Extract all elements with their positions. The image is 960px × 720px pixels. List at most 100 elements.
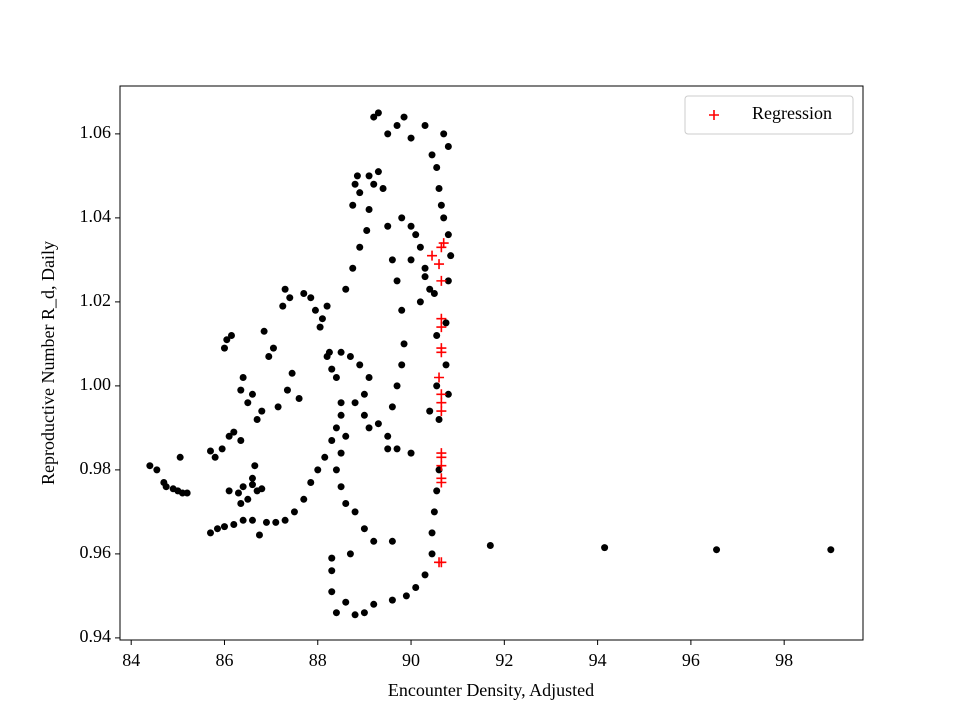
point xyxy=(332,424,340,432)
point xyxy=(248,516,256,524)
point xyxy=(436,275,447,286)
point xyxy=(318,315,326,323)
point xyxy=(253,415,261,423)
point xyxy=(400,340,408,348)
point xyxy=(374,109,382,117)
point xyxy=(442,361,450,369)
point xyxy=(311,306,319,314)
point xyxy=(393,121,401,129)
y-tick-label: 1.00 xyxy=(80,374,112,394)
point xyxy=(393,382,401,390)
point xyxy=(388,537,396,545)
point xyxy=(262,518,270,526)
point xyxy=(337,411,345,419)
point xyxy=(346,550,354,558)
point xyxy=(269,344,277,352)
point xyxy=(433,163,441,171)
point xyxy=(370,600,378,608)
point xyxy=(370,180,378,188)
point xyxy=(713,546,721,554)
point xyxy=(328,365,336,373)
x-tick-label: 88 xyxy=(309,650,327,670)
point xyxy=(239,516,247,524)
point xyxy=(295,394,303,402)
point xyxy=(218,445,226,453)
x-tick-label: 98 xyxy=(775,650,793,670)
point xyxy=(370,113,378,121)
point xyxy=(436,242,447,253)
point xyxy=(434,259,445,270)
point xyxy=(332,373,340,381)
point xyxy=(351,508,359,516)
point xyxy=(260,327,268,335)
point xyxy=(286,294,294,302)
point xyxy=(283,386,291,394)
x-tick-label: 94 xyxy=(589,650,607,670)
point xyxy=(239,483,247,491)
point xyxy=(290,508,298,516)
point xyxy=(342,432,350,440)
point xyxy=(248,474,256,482)
point xyxy=(227,331,235,339)
point xyxy=(360,525,368,533)
point xyxy=(444,231,452,239)
point xyxy=(444,142,452,150)
point xyxy=(363,226,371,234)
point xyxy=(248,390,256,398)
point xyxy=(230,520,238,528)
point xyxy=(356,243,364,251)
point xyxy=(428,550,436,558)
point xyxy=(407,449,415,457)
point xyxy=(360,390,368,398)
point xyxy=(421,273,429,281)
point xyxy=(436,313,447,324)
point xyxy=(427,250,438,261)
series xyxy=(146,109,835,619)
point xyxy=(323,302,331,310)
point xyxy=(436,389,447,400)
point xyxy=(213,525,221,533)
point xyxy=(435,415,443,423)
point xyxy=(421,571,429,579)
point xyxy=(220,344,228,352)
point xyxy=(398,361,406,369)
point xyxy=(342,285,350,293)
point xyxy=(430,508,438,516)
point xyxy=(442,319,450,327)
point xyxy=(342,499,350,507)
x-axis-label: Encounter Density, Adjusted xyxy=(388,680,594,700)
point xyxy=(281,516,289,524)
point xyxy=(337,449,345,457)
point xyxy=(407,222,415,230)
point xyxy=(434,557,445,568)
point xyxy=(398,214,406,222)
point xyxy=(328,554,336,562)
point xyxy=(412,231,420,239)
point xyxy=(162,483,170,491)
point xyxy=(436,452,447,463)
point xyxy=(237,386,245,394)
point xyxy=(440,214,448,222)
point xyxy=(351,611,359,619)
point xyxy=(444,390,452,398)
point xyxy=(440,130,448,138)
point xyxy=(237,499,245,507)
y-axis-label: Reproductive Number R_d, Daily xyxy=(38,241,58,485)
point xyxy=(365,424,373,432)
point xyxy=(434,372,445,383)
point xyxy=(300,289,308,297)
x-tick-label: 90 xyxy=(402,650,420,670)
x-tick-label: 84 xyxy=(122,650,140,670)
point xyxy=(365,373,373,381)
point xyxy=(436,477,447,488)
point xyxy=(426,285,434,293)
point xyxy=(356,361,364,369)
point xyxy=(436,397,447,408)
point xyxy=(307,478,315,486)
point xyxy=(438,238,449,249)
point xyxy=(374,168,382,176)
point xyxy=(384,130,392,138)
point xyxy=(360,411,368,419)
point xyxy=(244,495,252,503)
point xyxy=(400,113,408,121)
